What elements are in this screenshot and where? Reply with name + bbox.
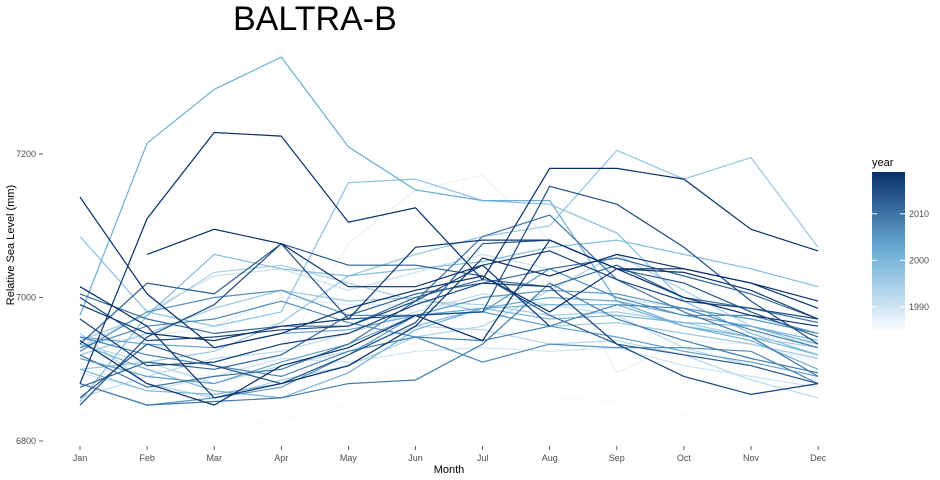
- legend-title: year: [872, 157, 894, 169]
- y-tick-label: 7000: [16, 293, 36, 303]
- x-tick-label: Feb: [139, 453, 155, 463]
- series-line: [79, 253, 819, 399]
- legend-tick-label: 2000: [909, 255, 929, 265]
- y-tick-label: 7200: [16, 149, 36, 159]
- x-tick-label: Nov: [743, 453, 760, 463]
- series-line: [79, 253, 819, 399]
- x-axis: Jan Feb Mar Apr May Jun Jul Aug Sep Oct Nov Dec: [73, 446, 827, 463]
- series-line: [79, 304, 819, 378]
- series-line: [79, 243, 819, 385]
- legend-colorbar: [872, 172, 905, 330]
- x-tick-label: Mar: [206, 453, 222, 463]
- x-tick-label: Jul: [477, 453, 489, 463]
- series-line: [79, 239, 819, 406]
- series-line: [79, 264, 819, 349]
- series-line: [79, 289, 819, 406]
- y-tick-label: 6800: [16, 436, 36, 446]
- series-line: [79, 307, 819, 396]
- y-axis-title: Relative Sea Level (mm): [5, 185, 17, 305]
- x-tick-label: Jan: [73, 453, 88, 463]
- x-tick-label: May: [340, 453, 358, 463]
- chart-title: BALTRA-B: [233, 0, 397, 38]
- series-line: [79, 257, 819, 388]
- series-line: [79, 300, 819, 385]
- series-line: [79, 289, 819, 360]
- series-line: [79, 149, 819, 370]
- series-line: [79, 131, 819, 384]
- series-line: [79, 56, 819, 370]
- series-line: [79, 296, 819, 349]
- legend-ticks: 1990 2000 2010: [872, 209, 929, 312]
- series-line: [79, 354, 819, 431]
- series-lines: [79, 56, 819, 431]
- x-tick-label: Dec: [810, 453, 827, 463]
- series-line: [79, 185, 819, 406]
- series-line: [79, 178, 819, 356]
- y-axis: 6800 7000 7200: [16, 149, 43, 446]
- x-tick-label: Sep: [609, 453, 625, 463]
- x-tick-label: Oct: [677, 453, 692, 463]
- legend-tick-label: 2010: [909, 209, 929, 219]
- x-tick-label: Jun: [408, 453, 423, 463]
- legend: year 1990 2000 2010: [872, 157, 929, 330]
- x-tick-label: Apr: [274, 453, 288, 463]
- x-axis-title: Month: [434, 464, 465, 476]
- series-line: [79, 196, 819, 349]
- series-line: [79, 214, 819, 388]
- x-tick-label: Aug: [542, 453, 558, 463]
- series-line: [79, 174, 819, 378]
- series-line: [79, 282, 819, 396]
- legend-tick-label: 1990: [909, 302, 929, 312]
- series-line: [146, 228, 551, 327]
